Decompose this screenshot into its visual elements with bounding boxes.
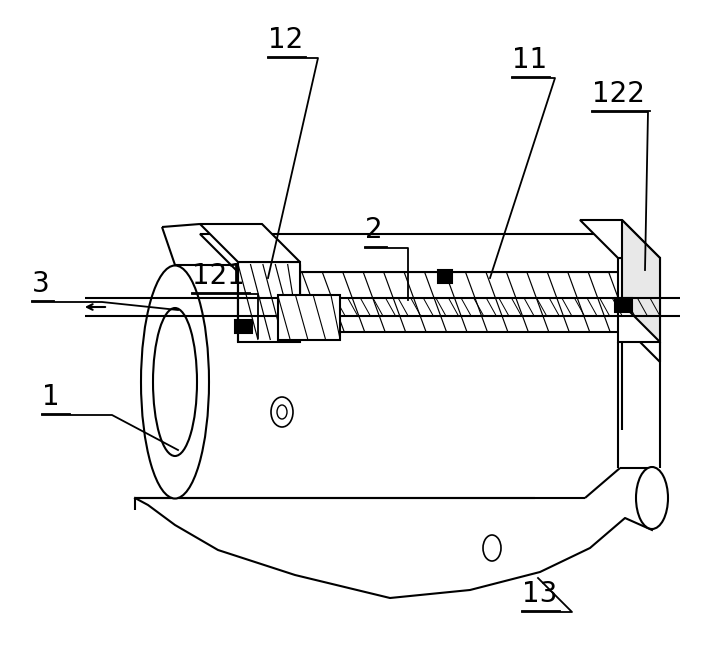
Polygon shape	[278, 295, 340, 340]
Ellipse shape	[636, 467, 668, 529]
Ellipse shape	[141, 266, 209, 499]
Polygon shape	[618, 258, 660, 342]
Polygon shape	[200, 224, 300, 262]
Text: 121: 121	[192, 262, 245, 290]
Polygon shape	[622, 220, 660, 342]
Polygon shape	[238, 262, 300, 342]
Polygon shape	[238, 272, 652, 332]
Ellipse shape	[271, 397, 293, 427]
Text: 3: 3	[32, 270, 50, 298]
Text: 2: 2	[365, 216, 383, 244]
Text: 12: 12	[268, 26, 304, 54]
Polygon shape	[200, 234, 652, 272]
Polygon shape	[235, 320, 252, 333]
Polygon shape	[580, 220, 660, 258]
Text: 11: 11	[512, 46, 547, 74]
Text: 1: 1	[42, 383, 60, 411]
Ellipse shape	[483, 535, 501, 561]
Polygon shape	[438, 270, 452, 283]
Ellipse shape	[153, 308, 197, 456]
Ellipse shape	[277, 405, 287, 419]
Text: 13: 13	[522, 580, 558, 608]
Polygon shape	[615, 298, 632, 312]
Text: 122: 122	[592, 80, 645, 108]
